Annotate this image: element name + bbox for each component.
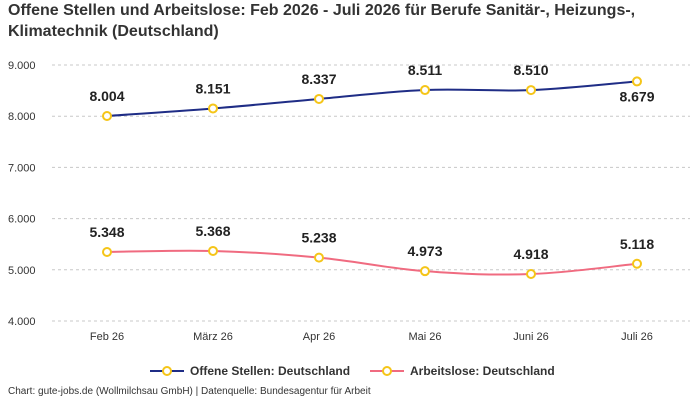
data-point: [208, 245, 218, 256]
x-tick-label: Feb 26: [90, 331, 124, 343]
series-offene-stellen: 8.004 8.151 8.337 8.511 8.510 8.679: [89, 62, 655, 121]
data-point: [526, 85, 536, 96]
data-point: [314, 252, 324, 263]
y-tick-label: 8.000: [8, 111, 36, 123]
data-point: [632, 258, 642, 269]
data-label: 8.151: [195, 80, 230, 96]
x-tick-label: Juni 26: [513, 331, 548, 343]
x-tick-label: Juli 26: [621, 331, 653, 343]
data-label: 8.511: [408, 62, 442, 78]
legend-item: Arbeitslose: Deutschland: [370, 364, 555, 378]
y-tick-label: 5.000: [8, 265, 36, 277]
data-label: 5.368: [195, 223, 230, 239]
data-label: 5.348: [89, 224, 124, 240]
x-tick-label: Apr 26: [303, 331, 335, 343]
x-tick-label: März 26: [193, 331, 233, 343]
y-tick-label: 9.000: [8, 60, 36, 72]
series-line: [106, 249, 638, 276]
chart-footer: Chart: gute-jobs.de (Wollmilchsau GmbH) …: [8, 386, 371, 397]
y-axis: 4.000 5.000 6.000 7.000 8.000 9.000: [8, 60, 36, 328]
data-label: 8.004: [89, 88, 124, 104]
data-label: 4.918: [513, 246, 548, 262]
grid-lines: [52, 64, 690, 322]
data-label: 8.679: [619, 88, 654, 104]
legend-item: Offene Stellen: Deutschland: [150, 364, 350, 378]
data-point: [208, 103, 218, 114]
series-line: [106, 80, 638, 117]
y-tick-label: 7.000: [8, 162, 36, 174]
legend-label: Offene Stellen: Deutschland: [190, 364, 350, 378]
legend-marker: [162, 366, 172, 376]
data-point: [632, 76, 642, 87]
data-label: 4.973: [407, 243, 442, 259]
data-label: 5.238: [301, 230, 336, 246]
data-point: [314, 93, 324, 104]
y-tick-label: 6.000: [8, 214, 36, 226]
data-label: 8.337: [301, 71, 336, 87]
chart-title: Offene Stellen und Arbeitslose: Feb 2026…: [8, 2, 636, 40]
series-arbeitslose: 5.348 5.368 5.238 4.973 4.918 5.118: [89, 223, 654, 279]
data-point: [420, 85, 430, 96]
data-point: [420, 266, 430, 277]
x-tick-label: Mai 26: [408, 331, 441, 343]
series-group: 8.004 8.151 8.337 8.511 8.510 8.679 5.348 5.368…: [89, 62, 655, 279]
legend: Offene Stellen: Deutschland Arbeitslose: …: [150, 364, 555, 378]
data-point: [102, 110, 112, 121]
data-label: 8.510: [513, 62, 548, 78]
data-point: [102, 246, 112, 257]
x-axis: Feb 26 März 26 Apr 26 Mai 26 Juni 26 Juli 26: [90, 331, 653, 343]
legend-label: Arbeitslose: Deutschland: [410, 364, 555, 378]
legend-marker: [382, 366, 392, 376]
data-point: [526, 268, 536, 279]
data-label: 5.118: [620, 236, 654, 252]
y-tick-label: 4.000: [8, 316, 36, 328]
